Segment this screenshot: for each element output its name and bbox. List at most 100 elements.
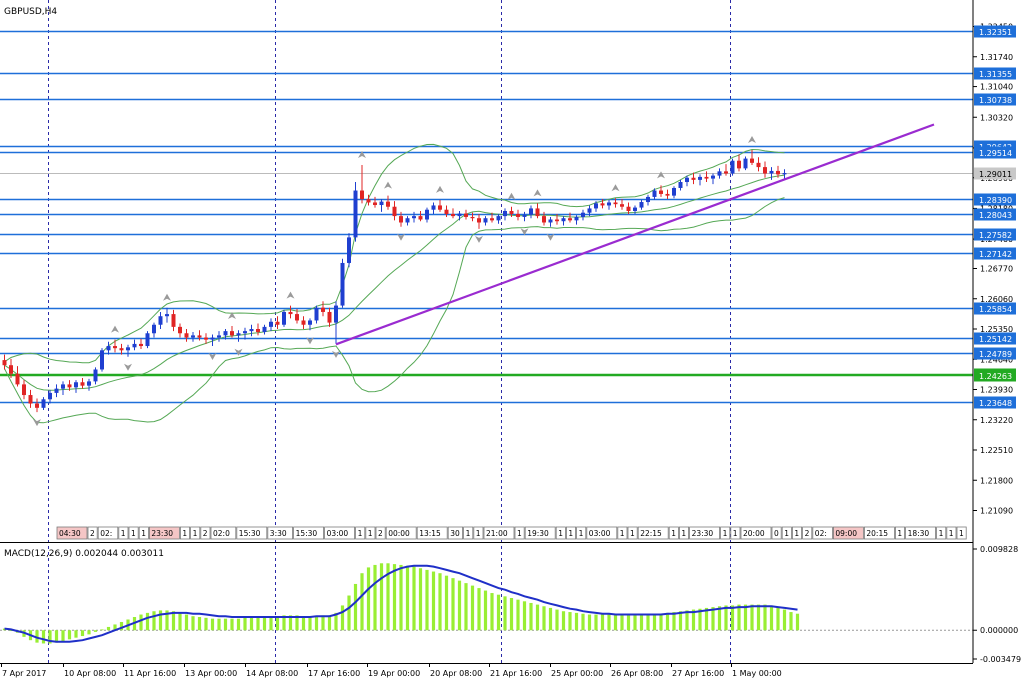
candle [496, 213, 501, 224]
session-marker: 1 [179, 526, 190, 540]
price-tick-label: 1.21090 [980, 507, 1013, 516]
candle [399, 211, 403, 227]
candle [301, 316, 306, 329]
time-tick-label: 7 Apr 2017 [2, 669, 46, 678]
session-marker: 2 [87, 526, 98, 540]
fractal-down-arrow-icon [124, 363, 132, 371]
macd-bar [184, 614, 189, 631]
session-marker-box [524, 526, 556, 540]
session-marker-label: 22:15 [640, 529, 662, 538]
candle-body [548, 219, 553, 223]
session-marker-label: 1 [121, 529, 126, 538]
candle [737, 154, 741, 172]
macd-bar [347, 595, 351, 631]
session-marker: 15:30 [293, 526, 325, 540]
session-marker: 1 [576, 526, 587, 540]
macd-label: MACD(12,26,9) 0.002044 0.003011 [4, 549, 164, 559]
session-marker-label: 00:00 [388, 529, 410, 538]
session-marker: 2 [200, 526, 211, 540]
session-marker-label: 1 [630, 529, 635, 538]
session-marker: 1 [128, 526, 139, 540]
macd-bar [119, 621, 124, 631]
candle-body [217, 335, 221, 338]
candle-body [243, 331, 247, 334]
macd-bar [620, 614, 624, 631]
candle [548, 216, 553, 227]
candle-body [438, 205, 442, 210]
symbol-label: GBPUSD,H4 [4, 7, 57, 17]
macd-bar [210, 618, 215, 631]
macd-bar [139, 614, 143, 631]
session-marker-box [730, 526, 741, 540]
macd-pane[interactable] [0, 563, 973, 644]
session-marker-label: 1 [141, 529, 146, 538]
macd-bar [789, 612, 793, 631]
candle-body [704, 176, 709, 179]
session-marker-box [463, 526, 474, 540]
session-marker-label: 1 [794, 529, 799, 538]
candle [561, 216, 566, 226]
session-marker-label: 23:30 [151, 529, 173, 538]
candle [256, 323, 260, 336]
macd-bar [9, 630, 13, 632]
macd-bar [288, 615, 293, 631]
session-marker-label: 1 [949, 529, 954, 538]
macd-bar [295, 615, 299, 631]
macd-bar [795, 613, 800, 631]
macd-bar [386, 563, 390, 631]
candle [568, 212, 572, 223]
trendline-group[interactable] [335, 123, 935, 346]
price-tag [974, 208, 1016, 221]
fractal-down-arrow-icon [546, 233, 555, 241]
candle [769, 167, 774, 180]
price-tag [974, 93, 1016, 106]
candle [334, 301, 338, 344]
candle-body [678, 182, 683, 188]
candle [470, 212, 475, 222]
candle-body [67, 384, 72, 388]
candle [418, 210, 423, 222]
trendline[interactable] [335, 123, 935, 346]
price-tag-label: 1.28043 [979, 211, 1012, 220]
candle [704, 171, 709, 183]
time-tick-label: 26 Apr 08:00 [611, 669, 663, 678]
session-marker-box [946, 526, 957, 540]
macd-bar [516, 599, 520, 631]
candle [574, 215, 579, 225]
macd-bar [275, 616, 280, 631]
candle-body [373, 202, 377, 206]
candle [626, 202, 631, 214]
fractal-down-arrow-icon [33, 419, 41, 427]
session-marker: 19:30 [524, 526, 556, 540]
session-marker-box [566, 526, 577, 540]
candle-body [730, 160, 735, 174]
session-marker-label: 20:15 [866, 529, 888, 538]
session-marker-box [627, 526, 638, 540]
horizontal-levels[interactable] [0, 30, 973, 404]
candle [28, 389, 33, 408]
macd-bar [327, 615, 332, 631]
candle-body [444, 209, 449, 214]
session-marker-label: 1 [579, 529, 584, 538]
session-marker-box [56, 526, 88, 540]
macd-bar [106, 626, 111, 631]
candle-body [223, 331, 228, 336]
macd-bar [763, 604, 767, 631]
macd-bar [301, 616, 306, 631]
candle [366, 194, 371, 206]
macd-bar [509, 598, 514, 631]
candle-body [561, 218, 566, 222]
session-marker-label: 1 [368, 529, 373, 538]
candle-body [763, 167, 767, 174]
session-marker-label: 04:30 [59, 529, 81, 538]
candle [22, 380, 26, 400]
candle-body [691, 177, 696, 180]
candle-body [327, 311, 332, 323]
price-tag [974, 67, 1016, 80]
session-marker-label: 1 [620, 529, 625, 538]
session-marker-box [802, 526, 813, 540]
macd-bar [48, 630, 52, 644]
candle-body [41, 399, 46, 408]
